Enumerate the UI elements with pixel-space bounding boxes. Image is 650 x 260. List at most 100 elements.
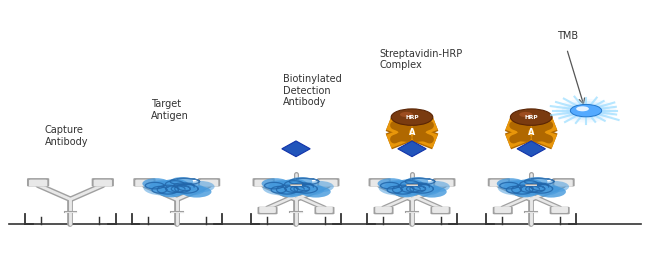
Circle shape bbox=[576, 106, 589, 111]
FancyBboxPatch shape bbox=[370, 180, 389, 186]
Circle shape bbox=[525, 177, 547, 186]
Circle shape bbox=[503, 181, 536, 194]
Text: Target
Antigen: Target Antigen bbox=[151, 100, 189, 121]
Circle shape bbox=[384, 181, 417, 194]
Circle shape bbox=[268, 181, 302, 194]
FancyBboxPatch shape bbox=[430, 207, 450, 214]
FancyBboxPatch shape bbox=[27, 178, 49, 186]
Circle shape bbox=[556, 99, 616, 122]
Circle shape bbox=[566, 103, 606, 118]
Circle shape bbox=[409, 183, 432, 192]
FancyBboxPatch shape bbox=[495, 207, 511, 213]
Circle shape bbox=[528, 183, 551, 192]
Text: Biotinylated
Detection
Antibody: Biotinylated Detection Antibody bbox=[283, 74, 342, 107]
FancyBboxPatch shape bbox=[317, 178, 339, 186]
Circle shape bbox=[294, 183, 324, 196]
FancyBboxPatch shape bbox=[375, 207, 392, 213]
FancyBboxPatch shape bbox=[94, 180, 112, 186]
Circle shape bbox=[261, 178, 289, 189]
Circle shape bbox=[406, 177, 428, 186]
FancyBboxPatch shape bbox=[253, 178, 275, 186]
Circle shape bbox=[159, 188, 183, 197]
FancyBboxPatch shape bbox=[135, 180, 153, 186]
Text: A: A bbox=[409, 128, 415, 137]
Circle shape bbox=[519, 112, 532, 117]
Circle shape bbox=[158, 183, 191, 196]
FancyBboxPatch shape bbox=[554, 180, 573, 186]
Circle shape bbox=[149, 181, 182, 194]
FancyBboxPatch shape bbox=[433, 178, 456, 186]
Text: Capture
Antibody: Capture Antibody bbox=[45, 125, 88, 147]
Circle shape bbox=[293, 183, 315, 192]
FancyBboxPatch shape bbox=[435, 180, 454, 186]
Polygon shape bbox=[282, 141, 310, 157]
FancyBboxPatch shape bbox=[92, 178, 114, 186]
Circle shape bbox=[182, 186, 211, 198]
FancyBboxPatch shape bbox=[319, 180, 337, 186]
Circle shape bbox=[540, 181, 569, 192]
Text: HRP: HRP bbox=[405, 115, 419, 120]
Circle shape bbox=[529, 183, 560, 196]
Circle shape bbox=[174, 183, 196, 192]
Circle shape bbox=[514, 188, 538, 197]
Circle shape bbox=[277, 182, 303, 192]
Circle shape bbox=[185, 181, 214, 192]
Circle shape bbox=[278, 188, 302, 197]
FancyBboxPatch shape bbox=[315, 207, 335, 214]
Text: A: A bbox=[528, 128, 534, 137]
Circle shape bbox=[378, 180, 417, 196]
FancyBboxPatch shape bbox=[259, 207, 276, 213]
Circle shape bbox=[510, 109, 552, 125]
FancyBboxPatch shape bbox=[550, 207, 569, 214]
Circle shape bbox=[281, 179, 307, 190]
FancyBboxPatch shape bbox=[493, 207, 513, 214]
Circle shape bbox=[498, 180, 537, 196]
Circle shape bbox=[410, 183, 441, 196]
FancyBboxPatch shape bbox=[257, 207, 278, 214]
Circle shape bbox=[393, 183, 426, 196]
Text: TMB: TMB bbox=[557, 31, 578, 41]
Circle shape bbox=[301, 186, 331, 198]
FancyBboxPatch shape bbox=[133, 178, 155, 186]
FancyBboxPatch shape bbox=[369, 178, 391, 186]
FancyBboxPatch shape bbox=[29, 180, 47, 186]
Circle shape bbox=[570, 105, 602, 117]
Circle shape bbox=[161, 179, 188, 190]
FancyBboxPatch shape bbox=[551, 207, 568, 213]
Circle shape bbox=[497, 178, 525, 189]
Circle shape bbox=[394, 188, 418, 197]
Circle shape bbox=[391, 109, 433, 125]
Circle shape bbox=[278, 183, 310, 196]
Circle shape bbox=[378, 178, 405, 189]
FancyBboxPatch shape bbox=[316, 207, 333, 213]
FancyBboxPatch shape bbox=[432, 207, 448, 213]
FancyBboxPatch shape bbox=[198, 178, 220, 186]
FancyBboxPatch shape bbox=[552, 178, 575, 186]
Circle shape bbox=[305, 181, 334, 192]
Circle shape bbox=[396, 179, 424, 190]
Circle shape bbox=[170, 177, 193, 186]
Circle shape bbox=[536, 186, 566, 198]
Text: HRP: HRP bbox=[525, 115, 538, 120]
Circle shape bbox=[143, 180, 182, 196]
Circle shape bbox=[142, 178, 170, 189]
Text: Streptavidin-HRP
Complex: Streptavidin-HRP Complex bbox=[380, 49, 463, 70]
Circle shape bbox=[400, 112, 413, 117]
Circle shape bbox=[417, 186, 447, 198]
Circle shape bbox=[263, 180, 302, 196]
Polygon shape bbox=[517, 141, 545, 157]
Circle shape bbox=[174, 183, 205, 196]
FancyBboxPatch shape bbox=[489, 180, 508, 186]
Circle shape bbox=[515, 179, 543, 190]
Polygon shape bbox=[398, 141, 426, 157]
Circle shape bbox=[393, 182, 419, 192]
Circle shape bbox=[513, 183, 545, 196]
FancyBboxPatch shape bbox=[200, 180, 218, 186]
FancyBboxPatch shape bbox=[255, 180, 273, 186]
Circle shape bbox=[421, 181, 450, 192]
Circle shape bbox=[289, 177, 312, 186]
FancyBboxPatch shape bbox=[488, 178, 510, 186]
Circle shape bbox=[512, 182, 538, 192]
Circle shape bbox=[562, 101, 610, 120]
FancyBboxPatch shape bbox=[374, 207, 393, 214]
